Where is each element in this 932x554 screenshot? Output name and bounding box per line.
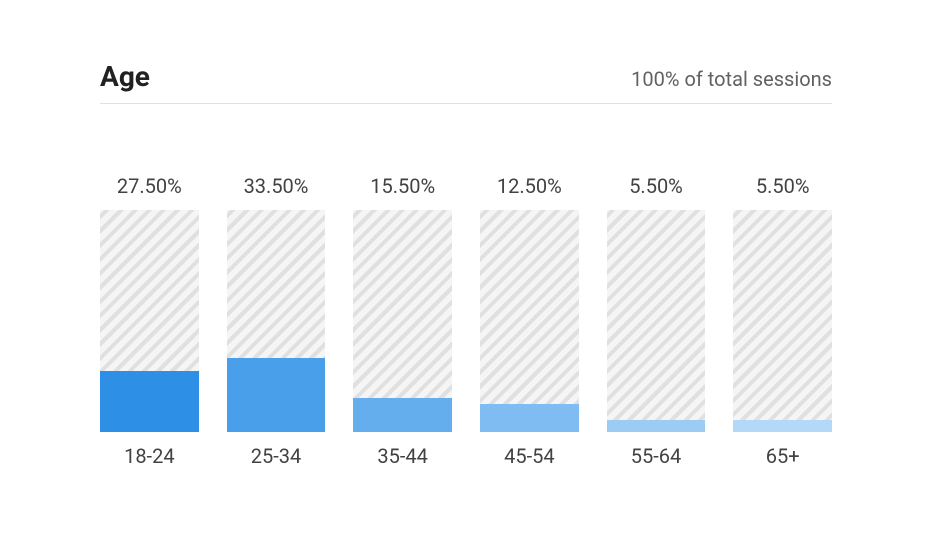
bar-value-label: 12.50% — [497, 174, 562, 198]
bar-column: 33.50% 25-34 — [227, 174, 326, 468]
chart-title: Age — [100, 60, 150, 93]
bar-category-label: 55-64 — [631, 444, 682, 468]
bar-column: 27.50% 18-24 — [100, 174, 199, 468]
bar-value-label: 15.50% — [370, 174, 435, 198]
chart-subtitle: 100% of total sessions — [631, 67, 832, 91]
bar-fill — [480, 404, 579, 432]
bar-category-label: 35-44 — [377, 444, 428, 468]
bar-category-label: 65+ — [766, 444, 800, 468]
bar-track — [353, 210, 452, 432]
chart-header: Age 100% of total sessions — [100, 60, 832, 104]
bar-value-label: 33.50% — [244, 174, 309, 198]
bar-column: 5.50% 65+ — [733, 174, 832, 468]
bar-value-label: 27.50% — [117, 174, 182, 198]
bar-column: 15.50% 35-44 — [353, 174, 452, 468]
bar-category-label: 45-54 — [504, 444, 555, 468]
bar-track — [227, 210, 326, 432]
age-bar-chart: 27.50% 18-24 33.50% 25-34 15.50% 35-44 12.50% 4… — [100, 174, 832, 468]
bar-track — [607, 210, 706, 432]
bar-fill — [353, 398, 452, 432]
bar-fill — [227, 358, 326, 432]
bar-track — [100, 210, 199, 432]
bar-category-label: 18-24 — [124, 444, 175, 468]
chart-container: Age 100% of total sessions 27.50% 18-24 33… — [0, 0, 932, 508]
bar-fill — [100, 371, 199, 432]
bar-category-label: 25-34 — [251, 444, 302, 468]
bar-track — [733, 210, 832, 432]
bar-value-label: 5.50% — [756, 174, 810, 198]
bar-column: 5.50% 55-64 — [607, 174, 706, 468]
bar-track — [480, 210, 579, 432]
bar-fill — [607, 420, 706, 432]
bar-fill — [733, 420, 832, 432]
bar-value-label: 5.50% — [629, 174, 683, 198]
bar-column: 12.50% 45-54 — [480, 174, 579, 468]
